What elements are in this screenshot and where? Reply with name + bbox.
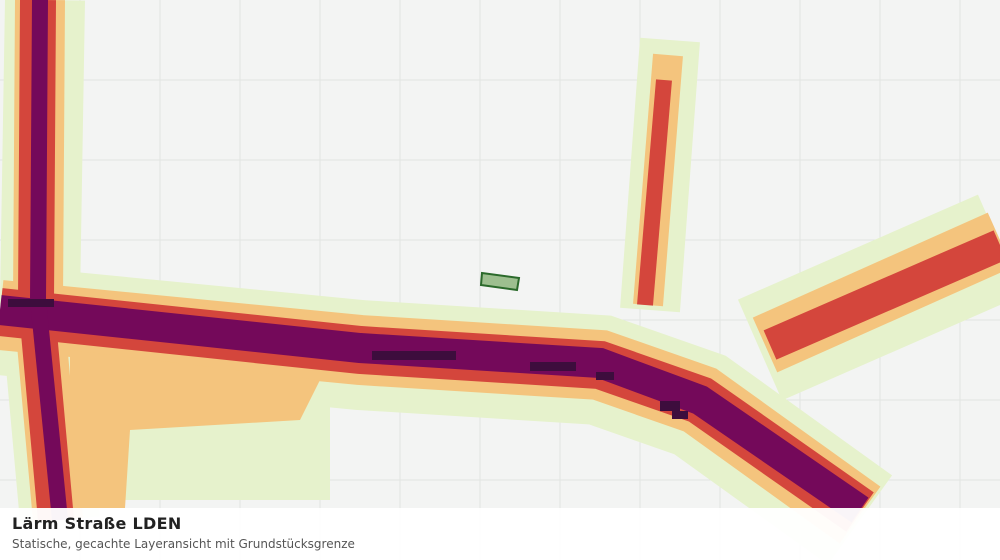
noise-band-extreme: [8, 299, 688, 419]
caption-bar: Lärm Straße LDEN Statische, gecachte Lay…: [0, 508, 1000, 560]
parcel-boundary: [479, 271, 521, 292]
map-subtitle: Statische, gecachte Layeransicht mit Gru…: [12, 537, 355, 551]
map-title: Lärm Straße LDEN: [12, 514, 182, 533]
